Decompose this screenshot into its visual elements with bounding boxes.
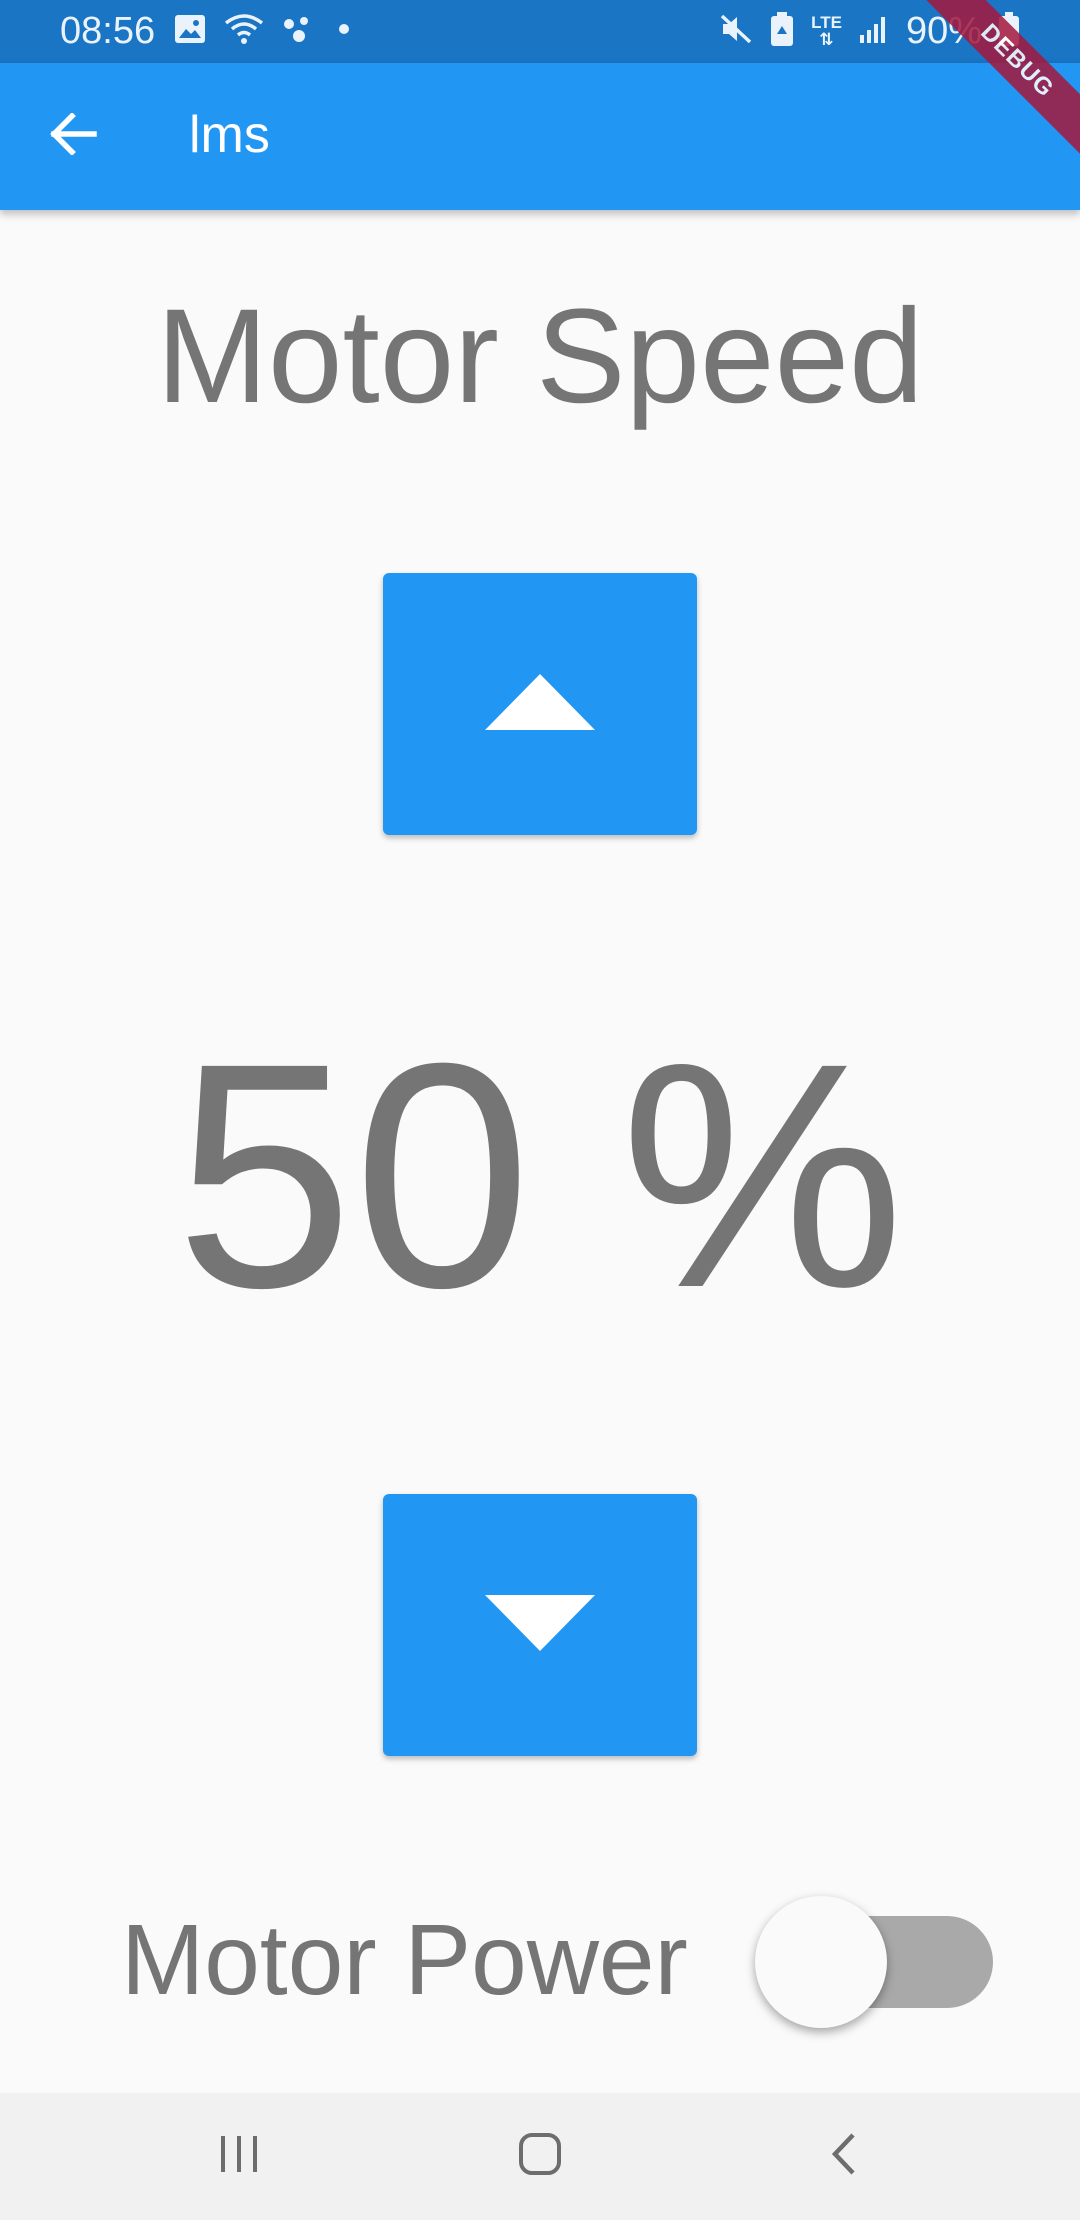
- back-button[interactable]: [28, 91, 118, 181]
- triangle-up-icon: [485, 673, 595, 735]
- app-bar: lms: [0, 63, 1080, 210]
- status-time: 08:56: [60, 10, 156, 52]
- assistant-icon: [282, 14, 316, 49]
- motor-power-label: Motor Power: [121, 1904, 688, 2016]
- app-title: lms: [189, 106, 270, 164]
- home-button[interactable]: [480, 2113, 600, 2199]
- gallery-icon: [174, 14, 206, 49]
- increase-speed-button[interactable]: [383, 573, 697, 835]
- battery-icon: [998, 11, 1020, 51]
- system-back-button[interactable]: [784, 2113, 904, 2199]
- recents-button[interactable]: [179, 2113, 299, 2199]
- speed-value: 50 %: [175, 996, 905, 1354]
- motor-power-switch[interactable]: [755, 1896, 993, 2028]
- status-left-icons: [174, 13, 354, 50]
- mute-icon: [719, 13, 753, 50]
- lte-label: LTE: [811, 13, 842, 32]
- lte-icon: LTE ⇅: [811, 14, 842, 48]
- back-icon: [829, 2131, 859, 2182]
- home-icon: [517, 2131, 563, 2182]
- battery-percentage: 90%: [905, 10, 982, 52]
- triangle-down-icon: [485, 1594, 595, 1656]
- recents-icon: [217, 2134, 261, 2179]
- decrease-speed-button[interactable]: [383, 1494, 697, 1756]
- notification-dot-icon: [334, 19, 354, 44]
- page-title: Motor Speed: [156, 282, 924, 431]
- status-right-icons: LTE ⇅ 90%: [719, 10, 1020, 52]
- wifi-icon: [224, 13, 264, 50]
- status-bar: 08:56: [0, 0, 1080, 63]
- switch-thumb: [755, 1896, 887, 2028]
- signal-icon: [858, 13, 890, 50]
- arrow-back-icon: [48, 111, 98, 160]
- data-arrows-icon: ⇅: [819, 30, 834, 49]
- navigation-bar: [0, 2093, 1080, 2220]
- battery-saver-icon: [769, 11, 795, 51]
